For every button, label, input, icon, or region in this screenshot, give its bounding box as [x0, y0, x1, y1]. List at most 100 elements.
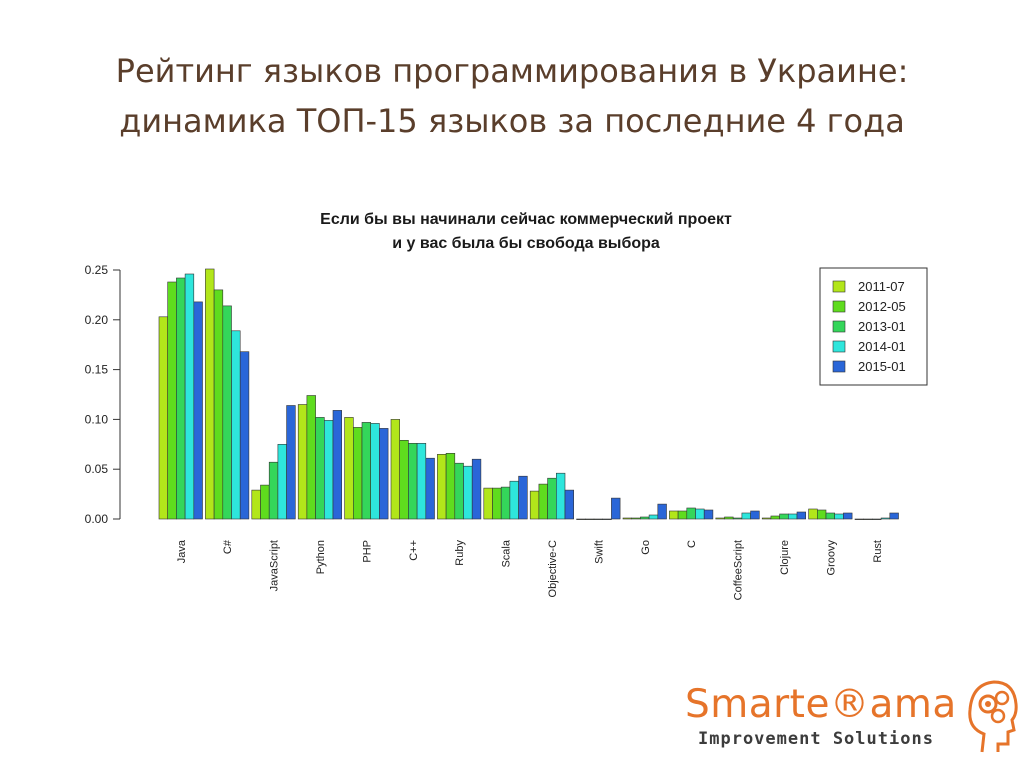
bar-scala-2011-07 [483, 487, 493, 520]
bar-c--2013-01 [222, 305, 232, 520]
bar-objective-c-2012-05 [538, 483, 548, 520]
bar-c--2013-01 [408, 442, 418, 520]
x-tick-label: PHP [361, 540, 373, 563]
legend-swatch [832, 360, 846, 373]
y-tick-label: 0.15 [85, 363, 109, 377]
bar-c-2011-07 [669, 510, 679, 520]
bar-java-2012-05 [167, 281, 177, 520]
bar-java-2015-01 [193, 301, 203, 520]
legend-label: 2011-07 [858, 279, 905, 294]
bar-c--2012-05 [213, 289, 224, 520]
bar-python-2012-05 [306, 395, 316, 520]
bar-clojure-2014-01 [787, 513, 798, 520]
bar-coffeescript-2014-01 [741, 512, 751, 520]
x-tick-label: Ruby [454, 540, 466, 566]
logo-tagline: Improvement Solutions [698, 729, 934, 749]
legend-swatch [832, 280, 846, 293]
bar-c--2011-07 [390, 419, 400, 520]
bar-c--2011-07 [205, 268, 215, 520]
bar-javascript-2013-01 [268, 461, 279, 520]
bar-php-2012-05 [352, 427, 363, 520]
bar-python-2014-01 [323, 420, 334, 520]
legend-label: 2014-01 [858, 339, 906, 354]
bar-python-2011-07 [297, 404, 308, 520]
bar-c--2012-05 [399, 439, 409, 520]
bar-ruby-2015-01 [471, 458, 482, 520]
x-tick-label: JavaScript [269, 540, 281, 591]
x-tick-label: Objective-C [547, 540, 559, 598]
chart-title-line-2: и у вас была бы свобода выбора [392, 235, 660, 252]
bar-go-2011-07 [622, 517, 632, 520]
bar-objective-c-2014-01 [555, 472, 566, 520]
x-tick-label: C++ [408, 540, 420, 561]
smarterama-logo: Smarte®ama Improvement Solutions [680, 674, 1020, 764]
chart-title-line-1: Если бы вы начинали сейчас коммерческий … [320, 211, 732, 228]
bar-groovy-2011-07 [808, 508, 818, 520]
y-tick-label: 0.05 [85, 462, 109, 476]
bar-rust-2012-05 [863, 518, 873, 520]
bar-scala-2014-01 [509, 480, 519, 520]
x-tick-label: Groovy [825, 540, 837, 576]
head-gears-icon [968, 680, 1018, 753]
bar-coffeescript-2012-05 [724, 516, 734, 520]
bar-python-2013-01 [315, 417, 325, 520]
bar-javascript-2014-01 [277, 443, 287, 520]
bar-php-2013-01 [361, 422, 371, 520]
legend-swatch [832, 300, 846, 313]
bar-rust-2011-07 [854, 518, 864, 520]
bar-c--2015-01 [425, 457, 435, 520]
legend: 2011-07 2012-05 2013-01 2014-01 2015-01 [819, 267, 928, 386]
bar-objective-c-2011-07 [529, 490, 540, 520]
x-tick-label: Clojure [779, 540, 791, 575]
x-axis-labels: Java C# JavaScript Python PHP C++ Ruby Scala Obj… [176, 539, 884, 600]
slide-title-line-2: динамика ТОП-15 языков за последние 4 го… [119, 102, 905, 140]
bar-c--2014-01 [231, 330, 241, 520]
bar-ruby-2011-07 [437, 453, 447, 520]
bar-javascript-2015-01 [286, 405, 296, 520]
x-tick-label: Java [176, 539, 188, 563]
slide-title-line-1: Рейтинг языков программирования в Украин… [115, 52, 909, 90]
bar-java-2014-01 [184, 273, 195, 520]
legend-swatch [832, 320, 846, 333]
bar-swift-2013-01 [593, 518, 603, 520]
bar-ruby-2014-01 [463, 465, 473, 520]
bar-objective-c-2013-01 [547, 477, 557, 520]
bar-go-2015-01 [657, 503, 667, 520]
x-tick-label: Rust [872, 540, 884, 563]
bar-c--2014-01 [416, 442, 427, 520]
y-tick-label: 0.10 [85, 412, 109, 426]
bar-clojure-2013-01 [779, 513, 789, 520]
bar-c--2015-01 [239, 351, 250, 520]
y-tick-label: 0.20 [85, 313, 109, 327]
bar-objective-c-2015-01 [564, 489, 574, 520]
bar-swift-2012-05 [584, 518, 595, 520]
bar-groovy-2014-01 [834, 513, 844, 520]
bar-php-2014-01 [370, 423, 380, 520]
bar-go-2012-05 [631, 517, 641, 520]
bar-javascript-2012-05 [260, 484, 270, 520]
x-tick-label: C [686, 540, 698, 548]
x-tick-label: Python [315, 540, 327, 574]
bar-swift-2011-07 [576, 518, 586, 520]
legend-label: 2012-05 [858, 299, 906, 314]
bar-c-2015-01 [703, 509, 714, 520]
bar-c-2013-01 [686, 507, 696, 520]
bar-php-2015-01 [379, 428, 389, 520]
bar-c-2014-01 [695, 508, 705, 520]
x-tick-label: C# [222, 539, 234, 554]
logo-name: Smarte®ama [685, 682, 957, 727]
bar-swift-2014-01 [602, 518, 612, 520]
bar-scala-2015-01 [518, 475, 528, 520]
bar-clojure-2011-07 [761, 517, 772, 520]
bar-ruby-2013-01 [454, 462, 464, 520]
legend-swatch [832, 340, 846, 353]
bar-go-2013-01 [640, 516, 650, 520]
bar-ruby-2012-05 [445, 452, 456, 520]
bar-coffeescript-2013-01 [732, 517, 743, 520]
x-tick-label: CoffeeScript [733, 540, 745, 600]
bar-javascript-2011-07 [251, 489, 261, 520]
bar-java-2013-01 [176, 277, 186, 520]
x-tick-label: Swift [593, 540, 605, 564]
bar-php-2011-07 [344, 417, 354, 520]
